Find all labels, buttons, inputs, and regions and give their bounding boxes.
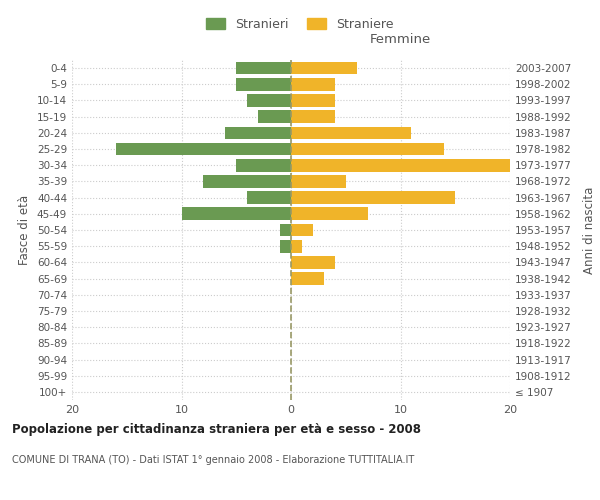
Bar	[258, 110, 291, 123]
Text: COMUNE DI TRANA (TO) - Dati ISTAT 1° gennaio 2008 - Elaborazione TUTTITALIA.IT: COMUNE DI TRANA (TO) - Dati ISTAT 1° gen…	[12, 455, 414, 465]
Bar	[291, 224, 313, 236]
Bar	[236, 78, 291, 90]
Legend: Stranieri, Straniere: Stranieri, Straniere	[200, 11, 400, 37]
Bar	[203, 175, 291, 188]
Bar	[247, 192, 291, 204]
Bar	[291, 208, 368, 220]
Bar	[291, 192, 455, 204]
Bar	[291, 94, 335, 107]
Bar	[291, 126, 412, 139]
Bar	[280, 224, 291, 236]
Text: Popolazione per cittadinanza straniera per età e sesso - 2008: Popolazione per cittadinanza straniera p…	[12, 422, 421, 436]
Bar	[291, 62, 357, 74]
Bar	[236, 159, 291, 172]
Bar	[116, 142, 291, 156]
Bar	[291, 272, 324, 285]
Text: Femmine: Femmine	[370, 34, 431, 46]
Bar	[226, 126, 291, 139]
Bar	[291, 159, 510, 172]
Bar	[291, 256, 335, 268]
Bar	[236, 62, 291, 74]
Y-axis label: Fasce di età: Fasce di età	[19, 195, 31, 265]
Y-axis label: Anni di nascita: Anni di nascita	[583, 186, 596, 274]
Bar	[291, 142, 445, 156]
Bar	[291, 240, 302, 252]
Bar	[291, 110, 335, 123]
Bar	[291, 175, 346, 188]
Bar	[291, 78, 335, 90]
Bar	[247, 94, 291, 107]
Bar	[181, 208, 291, 220]
Bar	[280, 240, 291, 252]
